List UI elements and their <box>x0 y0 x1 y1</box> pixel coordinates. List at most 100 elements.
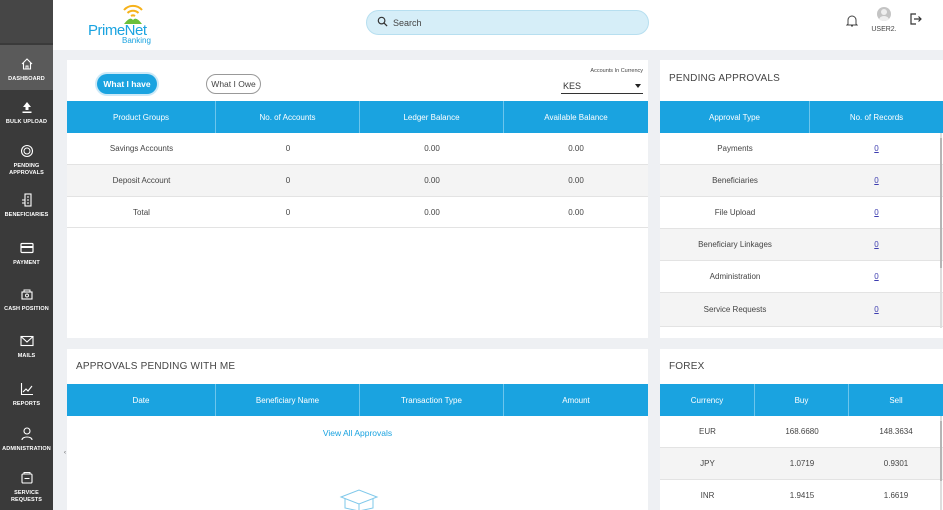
record-count-link[interactable]: 0 <box>874 272 879 281</box>
table-row[interactable]: EUR 168.6680 148.3634 <box>660 416 943 448</box>
accounts-table-header: Product Groups No. of Accounts Ledger Ba… <box>67 101 648 133</box>
what-i-have-toggle[interactable]: What I have <box>97 74 157 94</box>
sidebar-item-mails[interactable]: MAILS <box>0 331 53 360</box>
table-row-total[interactable]: Total 0 0.00 0.00 <box>67 197 648 228</box>
record-count-link[interactable]: 0 <box>874 144 879 153</box>
table-row[interactable]: JPY 1.0719 0.9301 <box>660 448 943 480</box>
view-all-approvals-link[interactable]: View All Approvals <box>322 428 393 438</box>
what-i-owe-toggle[interactable]: What I Owe <box>206 74 261 94</box>
sidebar-item-label: DASHBOARD <box>8 76 45 82</box>
table-row[interactable]: Savings Accounts 0 0.00 0.00 <box>67 133 648 165</box>
column-header[interactable]: Amount <box>562 395 590 405</box>
primenet-logo[interactable]: PrimeNet Banking <box>88 2 168 46</box>
forex-table-header: Currency Buy Sell <box>660 384 943 416</box>
column-header[interactable]: Buy <box>755 384 849 416</box>
column-header[interactable]: Currency <box>660 384 755 416</box>
currency-label: Accounts In Currency <box>590 68 643 74</box>
table-row[interactable]: Beneficiary Linkages 0 <box>660 229 943 261</box>
sidebar-item-dashboard[interactable]: DASHBOARD <box>0 45 53 90</box>
column-header[interactable]: Approval Type <box>660 101 810 133</box>
approvals-pending-panel: APPROVALS PENDING WITH ME Date Beneficia… <box>67 349 648 510</box>
table-cell: 0.00 <box>424 144 440 153</box>
table-cell: Beneficiary Linkages <box>698 240 772 249</box>
table-row[interactable]: Deposit Account 0 0.00 0.00 <box>67 165 648 197</box>
column-header[interactable]: Beneficiary Name <box>216 384 360 416</box>
column-header[interactable]: No. of Records <box>849 112 904 122</box>
table-cell: EUR <box>699 427 716 436</box>
column-header[interactable]: Product Groups <box>67 101 216 133</box>
caret-down-icon <box>635 83 641 88</box>
sidebar-item-label: CASH POSITION <box>4 306 49 312</box>
user-profile[interactable]: USER2. <box>867 7 901 33</box>
logo-wifi-icon <box>123 4 143 24</box>
record-count-link[interactable]: 0 <box>874 176 879 185</box>
column-header[interactable]: Date <box>67 384 216 416</box>
table-cell: Administration <box>709 272 761 281</box>
table-cell: Beneficiaries <box>712 176 758 185</box>
service-requests-icon <box>17 468 37 488</box>
sidebar-item-administration[interactable]: ADMINISTRATION <box>0 424 53 453</box>
table-cell: 0.00 <box>568 144 584 153</box>
table-cell: 148.3634 <box>879 427 913 436</box>
record-count-link[interactable]: 0 <box>874 305 879 314</box>
sidebar-item-label: MAILS <box>17 353 36 359</box>
table-cell: JPY <box>700 459 715 468</box>
table-cell: 0.9301 <box>883 459 909 468</box>
column-header[interactable]: Available Balance <box>544 112 608 122</box>
top-header: PrimeNet Banking USER2. <box>53 0 943 50</box>
pending-approvals-panel: PENDING APPROVALS Approval Type No. of R… <box>660 60 943 338</box>
administration-user-icon <box>17 424 37 444</box>
scrollbar-thumb[interactable] <box>940 138 942 268</box>
sidebar-item-label: BULK UPLOAD <box>5 119 48 125</box>
table-row[interactable]: Service Requests 0 <box>660 293 943 327</box>
sidebar-item-bulk-upload[interactable]: BULK UPLOAD <box>0 97 53 126</box>
record-count-link[interactable]: 0 <box>874 208 879 217</box>
home-icon <box>17 54 37 74</box>
table-cell: Service Requests <box>703 305 767 314</box>
table-cell: Total <box>133 208 150 217</box>
table-cell: 1.9415 <box>789 490 815 500</box>
table-cell: 0 <box>285 144 291 153</box>
table-cell: 0 <box>285 208 291 217</box>
sidebar-item-label: ADMINISTRATION <box>2 446 51 452</box>
sidebar-item-reports[interactable]: REPORTS <box>0 379 53 408</box>
sidebar-item-cash-position[interactable]: CASH POSITION <box>0 284 53 313</box>
table-row[interactable]: INR 1.9415 1.6619 <box>660 480 943 510</box>
sidebar-item-label: PAYMENT <box>13 260 40 266</box>
column-header[interactable]: Transaction Type <box>360 384 504 416</box>
table-row[interactable]: File Upload 0 <box>660 197 943 229</box>
table-cell: 0.00 <box>568 176 584 185</box>
column-header[interactable]: Sell <box>889 395 903 405</box>
sidebar-item-label: REPORTS <box>12 401 41 407</box>
scrollbar-thumb[interactable] <box>940 421 942 481</box>
panel-title: APPROVALS PENDING WITH ME <box>76 361 236 372</box>
search-input[interactable] <box>393 17 633 28</box>
logout-icon[interactable] <box>909 12 923 31</box>
table-cell: Savings Accounts <box>109 144 174 153</box>
payment-card-icon <box>17 238 37 258</box>
column-header[interactable]: No. of Accounts <box>216 101 360 133</box>
table-row[interactable]: Administration 0 <box>660 261 943 293</box>
approvals-table-header: Date Beneficiary Name Transaction Type A… <box>67 384 648 416</box>
table-cell: 1.0719 <box>789 459 815 468</box>
table-cell: 0.00 <box>424 176 440 185</box>
collapse-arrow-icon[interactable]: ‹ <box>64 450 66 456</box>
cash-position-icon <box>17 284 37 304</box>
accounts-summary-panel: What I have What I Owe Accounts In Curre… <box>67 60 648 338</box>
table-row[interactable]: Beneficiaries 0 <box>660 165 943 197</box>
notification-bell-icon[interactable] <box>845 14 859 33</box>
sidebar-item-service-requests[interactable]: SERVICE REQUESTS <box>0 468 53 504</box>
sidebar-item-label: SERVICE REQUESTS <box>10 490 43 503</box>
currency-select[interactable]: KES <box>561 78 643 94</box>
table-cell: 0.00 <box>424 208 440 217</box>
record-count-link[interactable]: 0 <box>874 240 879 249</box>
search-bar[interactable] <box>366 10 649 35</box>
table-row[interactable]: Payments 0 <box>660 133 943 165</box>
table-cell: 1.6619 <box>883 490 909 500</box>
sidebar-item-beneficiaries[interactable]: BENEFICIARIES <box>0 190 53 219</box>
sidebar-item-payment[interactable]: PAYMENT <box>0 238 53 267</box>
column-header[interactable]: Ledger Balance <box>360 101 504 133</box>
sidebar-item-pending-approvals[interactable]: PENDING APPROVALS <box>0 141 53 177</box>
sidebar: DASHBOARD BULK UPLOAD PENDING APPROVALS … <box>0 0 53 510</box>
panel-title: FOREX <box>669 361 705 372</box>
